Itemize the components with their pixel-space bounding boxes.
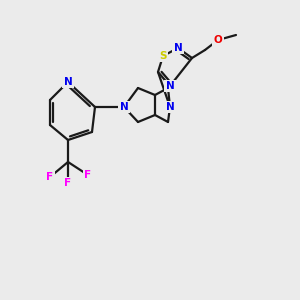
Text: N: N (174, 43, 182, 53)
Text: N: N (166, 81, 174, 91)
Text: O: O (214, 35, 222, 45)
Text: F: F (84, 170, 92, 180)
Text: N: N (166, 102, 174, 112)
Text: N: N (64, 77, 72, 87)
Text: F: F (64, 178, 72, 188)
Text: N: N (120, 102, 128, 112)
Text: S: S (159, 51, 167, 61)
Text: F: F (46, 172, 54, 182)
